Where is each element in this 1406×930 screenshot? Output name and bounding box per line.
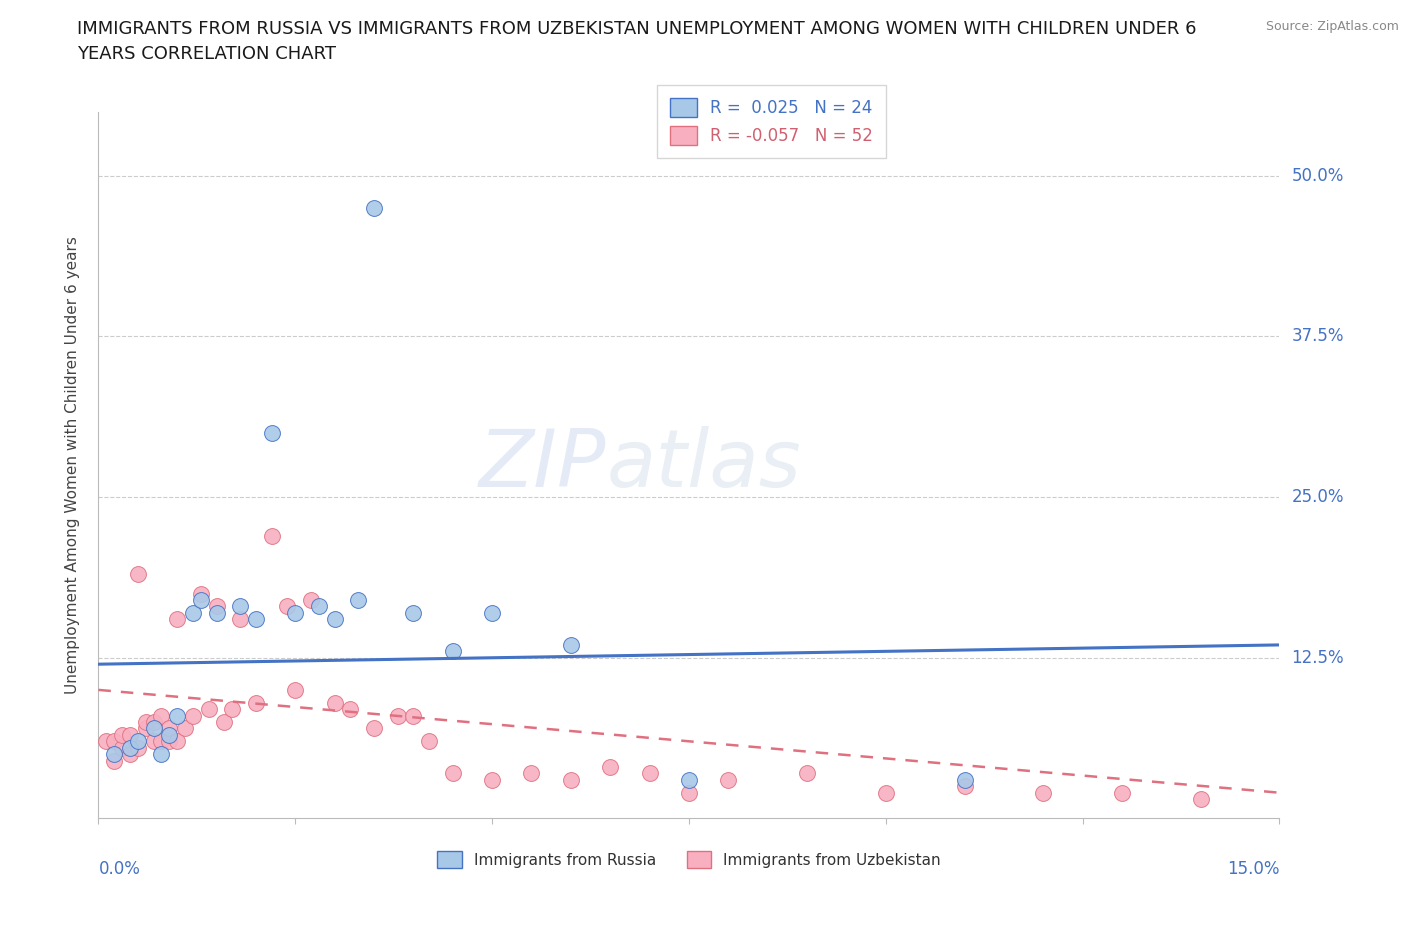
Text: Source: ZipAtlas.com: Source: ZipAtlas.com xyxy=(1265,20,1399,33)
Point xyxy=(363,721,385,736)
Point xyxy=(260,528,283,543)
Point xyxy=(127,740,149,755)
Point xyxy=(181,708,204,723)
Point xyxy=(441,766,464,781)
Point xyxy=(127,734,149,749)
Point xyxy=(441,644,464,658)
Point xyxy=(229,599,252,614)
Point xyxy=(197,702,219,717)
Point xyxy=(678,773,700,788)
Point xyxy=(560,773,582,788)
Point xyxy=(166,708,188,723)
Point xyxy=(150,734,173,749)
Point xyxy=(1189,791,1212,806)
Point xyxy=(150,747,173,762)
Text: 12.5%: 12.5% xyxy=(1291,649,1344,667)
Point xyxy=(402,605,425,620)
Point xyxy=(118,727,141,742)
Point xyxy=(1111,785,1133,800)
Text: ZIP: ZIP xyxy=(479,426,606,504)
Point xyxy=(166,612,188,627)
Point xyxy=(205,599,228,614)
Point xyxy=(560,637,582,652)
Point xyxy=(111,740,134,755)
Point xyxy=(363,201,385,216)
Point xyxy=(284,683,307,698)
Point xyxy=(150,708,173,723)
Point xyxy=(347,592,370,607)
Point xyxy=(953,778,976,793)
Point xyxy=(214,714,236,729)
Point xyxy=(245,612,267,627)
Point xyxy=(205,605,228,620)
Point xyxy=(796,766,818,781)
Point xyxy=(181,605,204,620)
Text: YEARS CORRELATION CHART: YEARS CORRELATION CHART xyxy=(77,45,336,62)
Text: atlas: atlas xyxy=(606,426,801,504)
Point xyxy=(229,612,252,627)
Point xyxy=(339,702,361,717)
Point xyxy=(142,734,165,749)
Point xyxy=(111,727,134,742)
Point xyxy=(717,773,740,788)
Point xyxy=(135,714,157,729)
Text: 37.5%: 37.5% xyxy=(1291,327,1344,345)
Point xyxy=(166,734,188,749)
Point xyxy=(142,714,165,729)
Point xyxy=(103,734,125,749)
Point xyxy=(418,734,440,749)
Point xyxy=(284,605,307,620)
Point xyxy=(481,605,503,620)
Point xyxy=(1032,785,1054,800)
Point xyxy=(127,566,149,581)
Point xyxy=(599,760,621,775)
Point xyxy=(308,599,330,614)
Point xyxy=(174,721,197,736)
Text: 15.0%: 15.0% xyxy=(1227,860,1279,878)
Point xyxy=(276,599,298,614)
Point xyxy=(323,696,346,711)
Point xyxy=(299,592,322,607)
Point xyxy=(520,766,543,781)
Point xyxy=(402,708,425,723)
Point xyxy=(157,734,180,749)
Point xyxy=(953,773,976,788)
Point xyxy=(103,753,125,768)
Y-axis label: Unemployment Among Women with Children Under 6 years: Unemployment Among Women with Children U… xyxy=(65,236,80,694)
Text: 50.0%: 50.0% xyxy=(1291,166,1344,185)
Point xyxy=(103,747,125,762)
Legend: Immigrants from Russia, Immigrants from Uzbekistan: Immigrants from Russia, Immigrants from … xyxy=(432,844,946,874)
Point xyxy=(157,721,180,736)
Point xyxy=(678,785,700,800)
Point xyxy=(323,612,346,627)
Point xyxy=(481,773,503,788)
Point xyxy=(190,586,212,601)
Point xyxy=(157,727,180,742)
Point xyxy=(387,708,409,723)
Text: IMMIGRANTS FROM RUSSIA VS IMMIGRANTS FROM UZBEKISTAN UNEMPLOYMENT AMONG WOMEN WI: IMMIGRANTS FROM RUSSIA VS IMMIGRANTS FRO… xyxy=(77,20,1197,38)
Point xyxy=(221,702,243,717)
Point xyxy=(875,785,897,800)
Point xyxy=(96,734,118,749)
Text: 25.0%: 25.0% xyxy=(1291,488,1344,506)
Point xyxy=(245,696,267,711)
Point xyxy=(260,425,283,440)
Point xyxy=(142,721,165,736)
Point xyxy=(118,740,141,755)
Point xyxy=(118,747,141,762)
Point xyxy=(190,592,212,607)
Point xyxy=(638,766,661,781)
Text: 0.0%: 0.0% xyxy=(98,860,141,878)
Point xyxy=(135,721,157,736)
